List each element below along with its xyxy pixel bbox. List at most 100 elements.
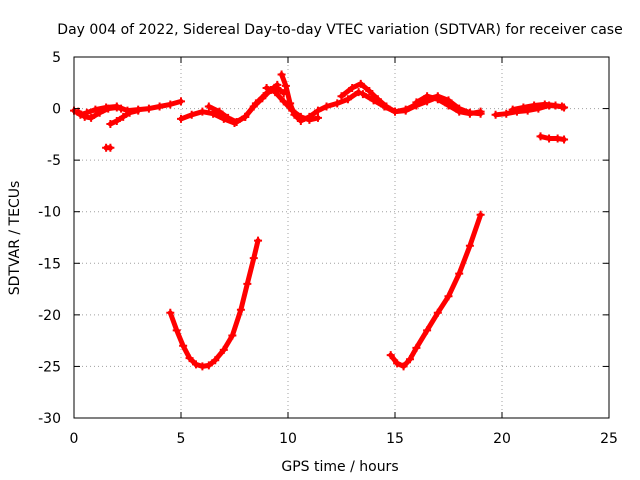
series-arc-d (102, 143, 115, 152)
y-axis-label: SDTVAR / TECUs (7, 181, 23, 296)
x-tick-label: 25 (600, 431, 618, 447)
data-point (134, 106, 143, 115)
data-point (444, 292, 453, 301)
y-tick-label: -20 (38, 308, 61, 324)
data-point (348, 83, 357, 92)
chart-title: Day 004 of 2022, Sidereal Day-to-day VTE… (57, 22, 622, 38)
data-point (249, 102, 258, 111)
data-point (455, 107, 464, 116)
data-point (273, 83, 282, 92)
data-point (117, 104, 126, 113)
data-point (277, 70, 286, 79)
data-point (155, 102, 164, 111)
series-arc-k (412, 92, 485, 118)
data-point (433, 308, 442, 317)
data-point (343, 95, 352, 104)
data-point (187, 110, 196, 119)
plot-frame (73, 56, 610, 419)
data-point (433, 95, 442, 104)
data-point (405, 355, 414, 364)
data-point (243, 279, 252, 288)
data-point (393, 359, 402, 368)
x-tick-label: 10 (279, 431, 297, 447)
x-tick-label: 5 (177, 431, 186, 447)
data-point (204, 361, 213, 370)
data-point (476, 210, 485, 219)
data-point (553, 134, 562, 143)
data-point (296, 112, 305, 121)
data-point (444, 101, 453, 110)
data-point (337, 92, 346, 101)
data-point (80, 112, 89, 121)
data-point (508, 105, 517, 114)
data-point (491, 110, 500, 119)
x-tick-label: 0 (70, 431, 79, 447)
data-point (254, 236, 263, 245)
data-point (236, 305, 245, 314)
data-point (536, 132, 545, 141)
grid (74, 57, 609, 418)
y-tick-label: 5 (52, 50, 61, 66)
data-point (177, 97, 185, 106)
data-point (391, 107, 399, 116)
data-point (112, 116, 121, 125)
series-arc-m (508, 100, 569, 114)
series-arc-n (536, 132, 569, 144)
series-arc-p (386, 210, 485, 371)
y-tick-label: -5 (47, 153, 61, 169)
data-point (249, 254, 258, 263)
data-point (545, 134, 554, 143)
data-point (179, 341, 188, 350)
data-point (333, 99, 342, 108)
data-point (166, 308, 175, 317)
data-point (502, 109, 511, 118)
data-point (465, 241, 474, 250)
series-layer (70, 70, 569, 371)
data-point (228, 331, 237, 340)
data-point (288, 106, 297, 115)
y-tick-label: -10 (38, 205, 61, 221)
data-point (232, 117, 241, 126)
data-point (386, 351, 395, 360)
data-point (204, 102, 213, 111)
data-point (104, 104, 113, 113)
data-point (106, 120, 115, 129)
series-arc-o (166, 236, 263, 371)
data-point (401, 105, 410, 114)
data-point (191, 360, 200, 369)
data-point (313, 106, 322, 115)
data-point (241, 112, 250, 121)
ticks: 0 5 10 15 20 25 5 0 -5 -10 -15 -20 -25 -30 (38, 50, 618, 447)
data-point (423, 326, 432, 335)
data-point (354, 88, 363, 97)
series-arc-h (262, 83, 322, 124)
data-point (198, 362, 207, 371)
data-point (423, 92, 432, 101)
data-point (125, 108, 134, 117)
data-point (91, 105, 100, 114)
data-point (185, 354, 194, 363)
data-point (322, 102, 331, 111)
data-point (551, 101, 560, 110)
data-point (412, 343, 421, 352)
data-point (112, 103, 121, 112)
data-point (262, 83, 271, 92)
series-line (388, 212, 484, 369)
data-point (279, 97, 288, 106)
data-point (540, 100, 549, 109)
data-point (358, 90, 367, 99)
data-point (198, 107, 207, 116)
data-point (211, 356, 220, 365)
data-point (412, 98, 421, 107)
data-point (177, 114, 185, 123)
x-tick-label: 20 (493, 431, 511, 447)
y-tick-label: -25 (38, 359, 61, 375)
data-point (87, 113, 96, 122)
data-point (271, 88, 280, 97)
data-point (313, 113, 322, 122)
data-point (399, 362, 408, 371)
data-point (530, 101, 539, 110)
data-point (172, 326, 181, 335)
data-point (119, 112, 128, 121)
